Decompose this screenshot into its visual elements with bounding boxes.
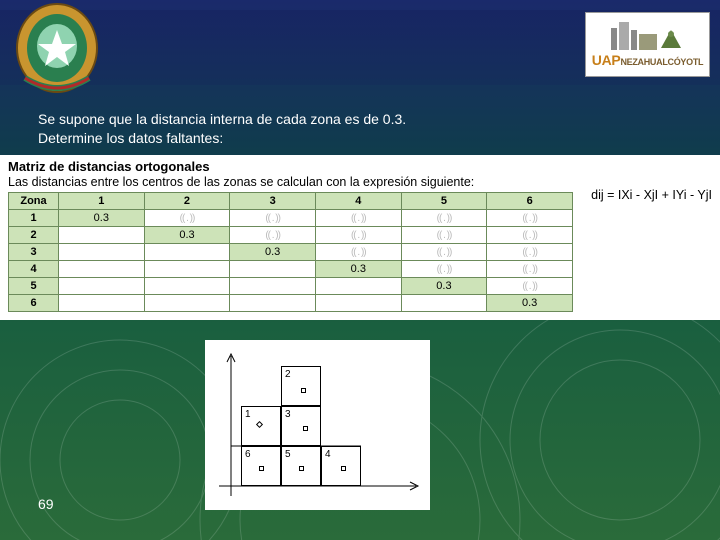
zone-label: 6 <box>245 449 251 460</box>
matrix-cell <box>230 278 316 295</box>
matrix-cell <box>401 295 487 312</box>
matrix-cell <box>144 244 230 261</box>
col-header: 3 <box>230 193 316 210</box>
matrix-cell <box>144 278 230 295</box>
zone-centroid <box>303 426 308 431</box>
matrix-cell: 0.3 <box>401 278 487 295</box>
matrix-cell: (( . )) <box>487 261 573 278</box>
matrix-cell <box>144 261 230 278</box>
zone-centroid <box>256 421 263 428</box>
matrix-cell: (( . )) <box>401 244 487 261</box>
matrix-cell: (( . )) <box>487 210 573 227</box>
matrix-cell <box>315 295 401 312</box>
matrix-cell <box>230 261 316 278</box>
matrix-cell: (( . )) <box>487 244 573 261</box>
matrix-cell: (( . )) <box>315 227 401 244</box>
matrix-cell <box>59 227 145 244</box>
zone-1: 1 <box>241 406 281 446</box>
distance-matrix: Zona123456 10.3(( . ))(( . ))(( . ))(( .… <box>8 192 573 312</box>
zone-centroid <box>259 466 264 471</box>
col-header: 1 <box>59 193 145 210</box>
row-header: 3 <box>9 244 59 261</box>
lead-text: Se supone que la distancia interna de ca… <box>38 110 680 148</box>
row-header: 1 <box>9 210 59 227</box>
matrix-cell <box>59 295 145 312</box>
matrix-cell: (( . )) <box>401 210 487 227</box>
matrix-cell: 0.3 <box>59 210 145 227</box>
matrix-cell: (( . )) <box>144 210 230 227</box>
zone-5: 5 <box>281 446 321 486</box>
matrix-cell: (( . )) <box>487 227 573 244</box>
matrix-cell <box>230 295 316 312</box>
row-header: 5 <box>9 278 59 295</box>
col-header: 6 <box>487 193 573 210</box>
matrix-cell: (( . )) <box>230 227 316 244</box>
zone-label: 5 <box>285 449 291 460</box>
matrix-cell: 0.3 <box>144 227 230 244</box>
matrix-cell <box>59 278 145 295</box>
matrix-cell <box>315 278 401 295</box>
col-header-zona: Zona <box>9 193 59 210</box>
col-header: 4 <box>315 193 401 210</box>
matrix-cell <box>144 295 230 312</box>
zone-centroid <box>301 388 306 393</box>
zone-2: 2 <box>281 366 321 406</box>
zone-3: 3 <box>281 406 321 446</box>
matrix-cell: (( . )) <box>401 227 487 244</box>
uap-label: UAP <box>592 52 621 68</box>
uap-logo: UAPNEZAHUALCÓYOTL <box>585 12 710 77</box>
zone-centroid <box>341 466 346 471</box>
zone-label: 2 <box>285 369 291 380</box>
row-header: 4 <box>9 261 59 278</box>
lead-line1: Se supone que la distancia interna de ca… <box>38 110 680 129</box>
zone-label: 3 <box>285 409 291 420</box>
page-number: 69 <box>38 496 54 512</box>
lead-line2: Determine los datos faltantes: <box>38 129 680 148</box>
row-header: 6 <box>9 295 59 312</box>
matrix-panel: Matriz de distancias ortogonales Las dis… <box>0 155 720 320</box>
matrix-cell: 0.3 <box>230 244 316 261</box>
zone-4: 4 <box>321 446 361 486</box>
row-header: 2 <box>9 227 59 244</box>
matrix-cell: 0.3 <box>487 295 573 312</box>
matrix-cell: 0.3 <box>315 261 401 278</box>
matrix-cell: (( . )) <box>230 210 316 227</box>
matrix-cell <box>59 261 145 278</box>
col-header: 5 <box>401 193 487 210</box>
zone-centroid <box>299 466 304 471</box>
matrix-cell: (( . )) <box>315 244 401 261</box>
zone-6: 6 <box>241 446 281 486</box>
matrix-cell <box>59 244 145 261</box>
col-header: 2 <box>144 193 230 210</box>
zone-diagram: 1 2 3 4 5 6 <box>205 340 430 510</box>
matrix-subtitle: Las distancias entre los centros de las … <box>8 175 573 189</box>
matrix-cell: (( . )) <box>401 261 487 278</box>
matrix-cell: (( . )) <box>487 278 573 295</box>
mexico-seal <box>10 0 105 100</box>
matrix-title: Matriz de distancias ortogonales <box>8 159 712 174</box>
matrix-cell: (( . )) <box>315 210 401 227</box>
uap-sub: NEZAHUALCÓYOTL <box>620 57 703 67</box>
zone-label: 4 <box>325 449 331 460</box>
distance-formula: dij = IXi - XjI + IYi - YjI <box>591 188 712 202</box>
zone-label: 1 <box>245 409 251 420</box>
